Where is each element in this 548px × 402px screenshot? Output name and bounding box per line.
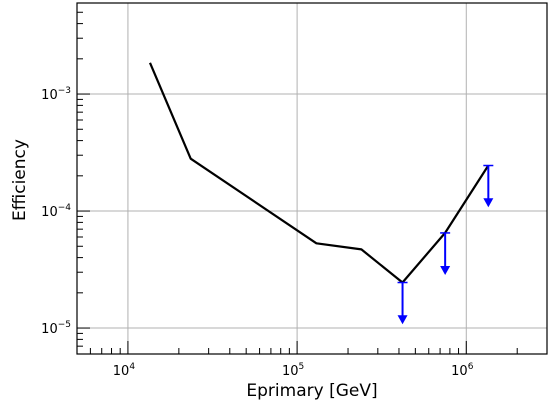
- y-axis-label: Efficiency: [10, 139, 30, 221]
- y-tick-mantissa: 10: [41, 322, 58, 337]
- minor-ticks: [76, 2, 548, 355]
- upper-limit-marker: [483, 164, 494, 208]
- y-tick-mantissa: 10: [41, 205, 58, 220]
- plot-frame: [76, 2, 548, 355]
- y-tick-label: 10−5: [41, 320, 71, 337]
- x-tick-label: 105: [282, 362, 304, 379]
- y-tick-exponent: −3: [58, 86, 71, 96]
- major-ticks: [77, 93, 467, 354]
- y-tick-exponent: −5: [58, 320, 71, 330]
- x-axis-label: Eprimary [GeV]: [246, 381, 377, 401]
- upper-limit-arrowhead: [483, 198, 494, 208]
- y-tick-label: 10−3: [41, 86, 71, 103]
- x-tick-labels: 104 105 106: [113, 362, 474, 379]
- y-tick-label: 10−4: [41, 203, 71, 220]
- efficiency-line: [148, 62, 490, 284]
- x-tick-mantissa: 10: [451, 364, 468, 379]
- y-tick-exponent: −4: [58, 203, 72, 213]
- upper-limit-marker: [440, 232, 451, 275]
- x-tick-label: 104: [113, 362, 136, 379]
- upper-limit-arrowhead: [440, 265, 451, 275]
- x-tick-mantissa: 10: [282, 364, 299, 379]
- x-tick-exponent: 6: [468, 362, 474, 372]
- x-tick-label: 106: [451, 362, 474, 379]
- upper-limit-arrowhead: [397, 315, 408, 325]
- y-tick-mantissa: 10: [41, 88, 58, 103]
- x-tick-mantissa: 10: [113, 364, 130, 379]
- grid-lines: [77, 3, 547, 354]
- upper-limit-marker: [397, 281, 408, 325]
- upper-limit-arrows: [397, 164, 494, 325]
- x-tick-exponent: 4: [129, 362, 135, 372]
- y-tick-labels: 10−510−410−3: [41, 86, 71, 337]
- x-tick-exponent: 5: [299, 362, 305, 372]
- series-lines: [148, 62, 490, 284]
